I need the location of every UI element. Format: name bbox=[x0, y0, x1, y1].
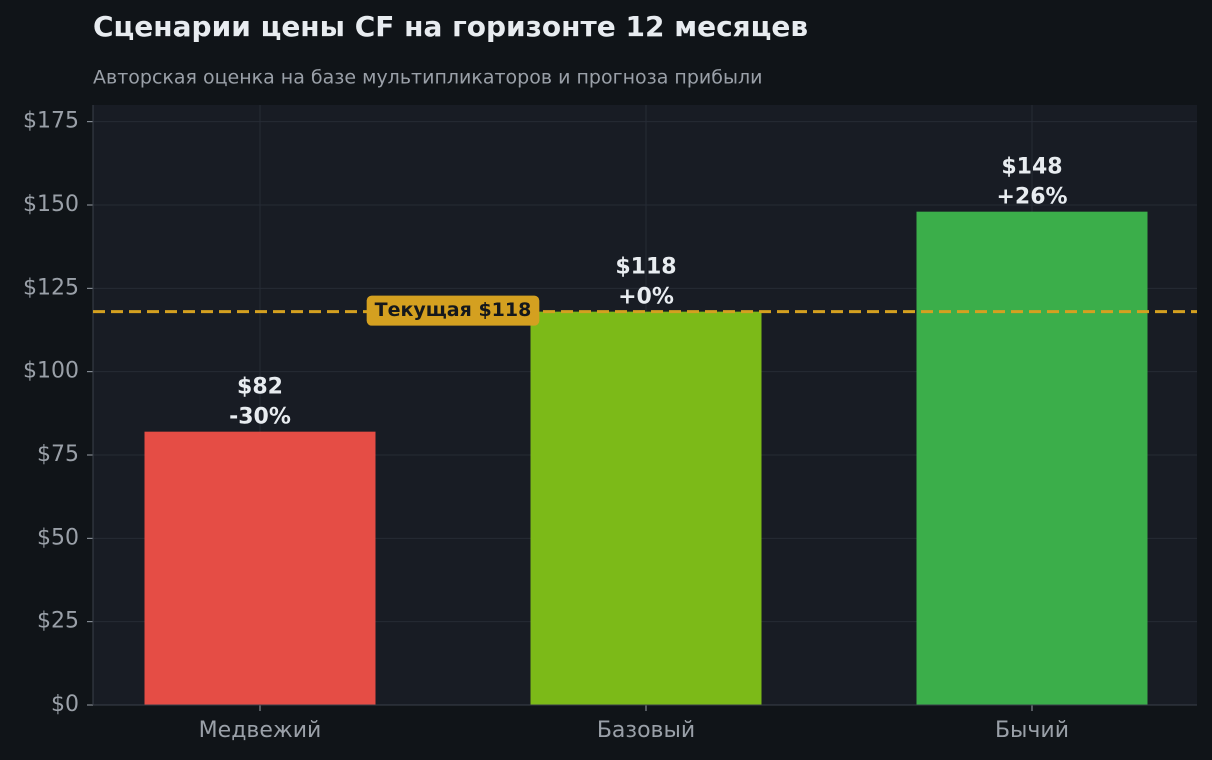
change-label: +26% bbox=[996, 185, 1067, 210]
value-label: $118 bbox=[615, 255, 676, 280]
x-tick-label: Медвежий bbox=[199, 718, 322, 743]
y-tick-label: $100 bbox=[23, 359, 79, 384]
chart-subtitle: Авторская оценка на базе мультипликаторо… bbox=[93, 67, 762, 89]
bar bbox=[530, 311, 762, 705]
y-tick-label: $125 bbox=[23, 275, 79, 300]
x-tick-label: Базовый bbox=[597, 718, 695, 743]
y-tick-label: $150 bbox=[23, 192, 79, 217]
y-tick-label: $75 bbox=[37, 442, 79, 467]
bar bbox=[916, 211, 1148, 705]
change-label: +0% bbox=[618, 285, 674, 310]
value-label: $82 bbox=[237, 375, 283, 400]
reference-label-box bbox=[366, 295, 540, 326]
reference-label: Текущая $118 bbox=[366, 295, 540, 326]
y-tick-label: $175 bbox=[23, 109, 79, 134]
x-tick-label: Бычий bbox=[995, 718, 1069, 743]
bar bbox=[144, 431, 376, 705]
reference-label-text: Текущая $118 bbox=[375, 299, 532, 321]
y-tick-label: $0 bbox=[51, 692, 79, 717]
y-tick-label: $50 bbox=[37, 525, 79, 550]
y-tick-label: $25 bbox=[37, 609, 79, 634]
chart-title: Сценарии цены CF на горизонте 12 месяцев bbox=[93, 10, 808, 43]
value-label: $148 bbox=[1001, 155, 1062, 180]
change-label: -30% bbox=[229, 405, 291, 430]
